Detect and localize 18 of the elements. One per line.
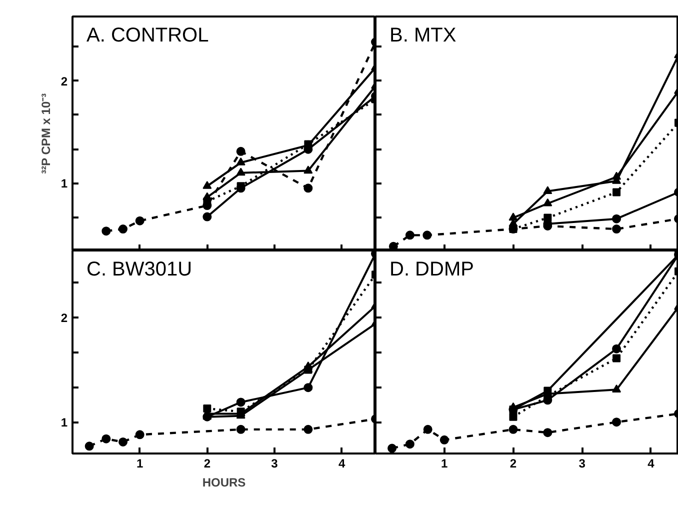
x-axis-title: HOURS (202, 476, 246, 490)
y-tick-label: 1 (60, 416, 68, 430)
x-tick-label: 3 (578, 456, 586, 470)
chart-title: D. DDMP (390, 258, 474, 280)
x-tick-label: 2 (204, 456, 211, 470)
y-tick-label: 2 (60, 74, 68, 88)
x-tick-label: 1 (136, 456, 144, 470)
chart-title: C. BW301U (86, 258, 192, 280)
x-tick-label: 4 (338, 456, 346, 470)
y-tick-label: 2 (60, 310, 68, 325)
chart-title: A. CONTROL (86, 24, 209, 46)
y-tick-label: 1 (60, 176, 68, 191)
x-tick-label: 1 (441, 456, 448, 470)
chart-title: B. MTX (390, 24, 456, 46)
y-axis-title: ³²P CPM x 10⁻³ (38, 93, 53, 174)
x-tick-label: 3 (271, 456, 278, 470)
x-tick-label: 2 (510, 456, 517, 470)
x-tick-label: 4 (648, 456, 655, 470)
